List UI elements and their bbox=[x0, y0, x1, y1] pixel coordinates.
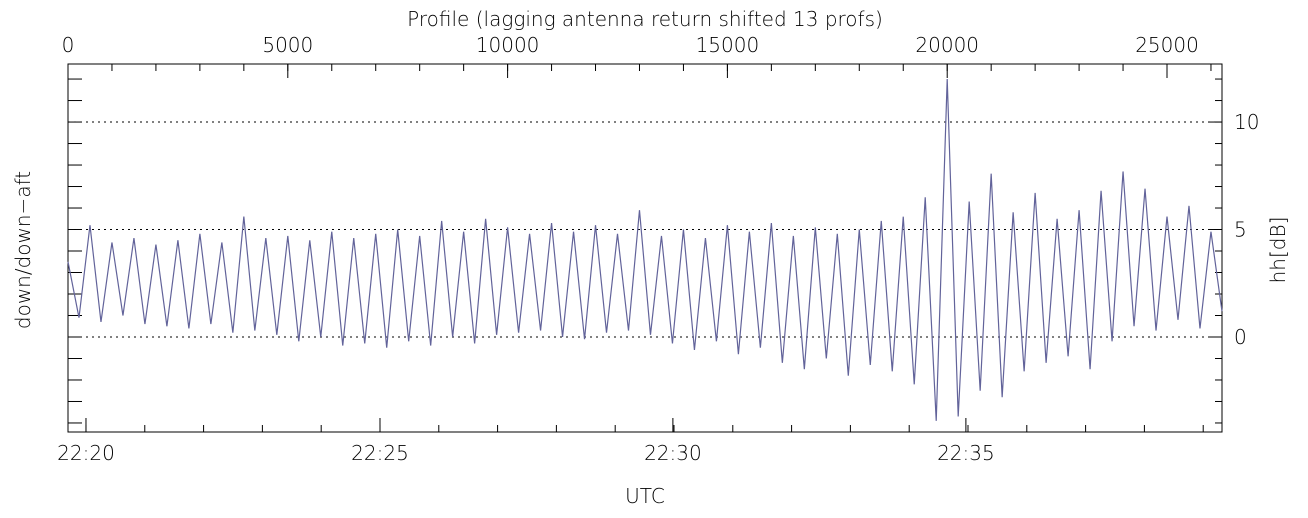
x2-tick-label: 22:30 bbox=[644, 441, 702, 465]
y2-tick-label: 5 bbox=[1234, 218, 1247, 242]
x-axis-title: UTC bbox=[625, 484, 665, 508]
x-tick-label: 10000 bbox=[476, 33, 540, 57]
y2-tick-label: 10 bbox=[1234, 110, 1259, 134]
x2-tick-label: 22:25 bbox=[351, 441, 409, 465]
plot-frame bbox=[67, 63, 1223, 433]
x-tick-label: 15000 bbox=[696, 33, 760, 57]
x-tick-label: 5000 bbox=[262, 33, 313, 57]
top-axis-title: Profile (lagging antenna return shifted … bbox=[407, 7, 883, 31]
signal-line bbox=[67, 79, 1223, 421]
x-tick-label: 0 bbox=[62, 33, 75, 57]
x-tick-label: 25000 bbox=[1135, 33, 1199, 57]
y2-axis-title: hh[dB] bbox=[1266, 217, 1290, 284]
x2-tick-label: 22:20 bbox=[57, 441, 115, 465]
x-tick-label: 20000 bbox=[915, 33, 979, 57]
x2-tick-label: 22:35 bbox=[937, 441, 995, 465]
y-axis-title: down/down−aft bbox=[11, 171, 35, 329]
y2-tick-label: 0 bbox=[1234, 325, 1247, 349]
